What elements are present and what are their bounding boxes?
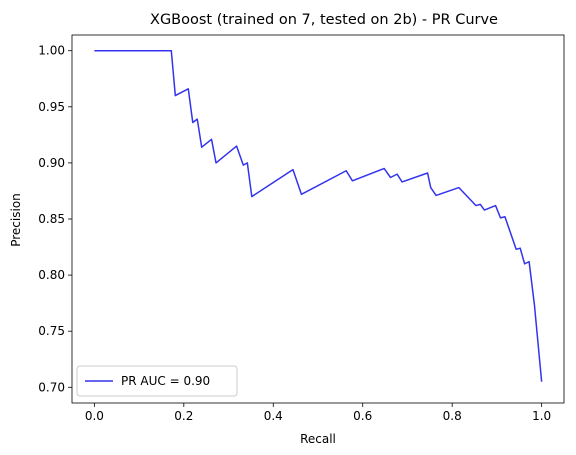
x-tick-label: 0.4 (264, 409, 283, 423)
y-tick-label: 0.75 (38, 324, 65, 338)
series-line-0 (94, 49, 543, 382)
y-tick-label: 0.90 (38, 156, 65, 170)
y-tick-label: 0.85 (38, 212, 65, 226)
legend-box (76, 365, 238, 397)
y-tick-label: 1.00 (38, 44, 65, 58)
x-tick-label: 0.2 (174, 409, 193, 423)
y-tick-label: 0.80 (38, 268, 65, 282)
plot-area: 0.0 0.2 0.4 0.6 0.8 1.0 0.70 0.75 0.80 0.85 0.90 0.… (38, 34, 565, 423)
x-tick-label: 0.8 (443, 409, 462, 423)
x-tick-label: 0.6 (353, 409, 372, 423)
y-axis-label: Precision (9, 193, 23, 247)
chart-title: XGBoost (trained on 7, tested on 2b) - P… (150, 12, 498, 28)
x-axis-label: Recall (300, 432, 336, 446)
y-tick-label: 0.95 (38, 100, 65, 114)
legend-label: PR AUC = 0.90 (121, 374, 210, 388)
x-tick-label: 1.0 (532, 409, 551, 423)
y-tick-label: 0.70 (38, 380, 65, 394)
x-tick-label: 0.0 (85, 409, 104, 423)
